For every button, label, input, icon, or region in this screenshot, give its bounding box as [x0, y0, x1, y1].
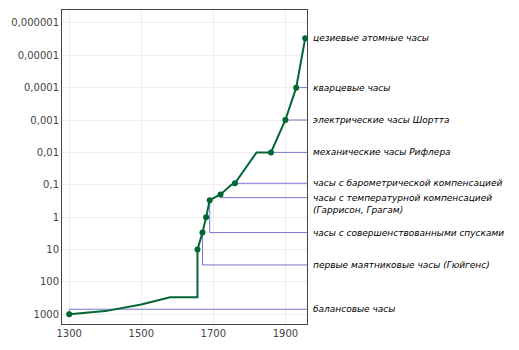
svg-text:1: 1 — [53, 212, 59, 223]
svg-text:цезиевые атомные часы: цезиевые атомные часы — [313, 33, 429, 43]
svg-text:1300: 1300 — [56, 328, 81, 339]
svg-text:0,1: 0,1 — [43, 179, 59, 190]
svg-text:0,001: 0,001 — [30, 115, 59, 126]
svg-text:0,000001: 0,000001 — [11, 17, 59, 28]
svg-text:часы с совершенствованными спу: часы с совершенствованными спусками — [313, 228, 504, 238]
svg-text:1900: 1900 — [273, 328, 298, 339]
svg-text:первые маятниковые часы (Гюйге: первые маятниковые часы (Гюйгенс) — [313, 260, 490, 270]
svg-text:1500: 1500 — [129, 328, 154, 339]
svg-text:100: 100 — [40, 276, 59, 287]
svg-text:0,0001: 0,0001 — [24, 82, 59, 93]
svg-text:балансовые часы: балансовые часы — [313, 304, 395, 314]
svg-text:1700: 1700 — [201, 328, 226, 339]
svg-text:часы с барометрической компенс: часы с барометрической компенсацией — [313, 178, 502, 188]
svg-text:кварцевые часы: кварцевые часы — [313, 83, 390, 93]
svg-text:0,01: 0,01 — [37, 147, 59, 158]
svg-text:механические часы Рифлера: механические часы Рифлера — [313, 147, 451, 157]
svg-text:часы с температурной компенсац: часы с температурной компенсацией(Гаррис… — [313, 193, 492, 215]
svg-text:10: 10 — [46, 244, 59, 255]
svg-text:0,00001: 0,00001 — [18, 50, 59, 61]
svg-text:1000: 1000 — [34, 309, 59, 320]
svg-text:электрические часы Шортта: электрические часы Шортта — [313, 115, 450, 125]
